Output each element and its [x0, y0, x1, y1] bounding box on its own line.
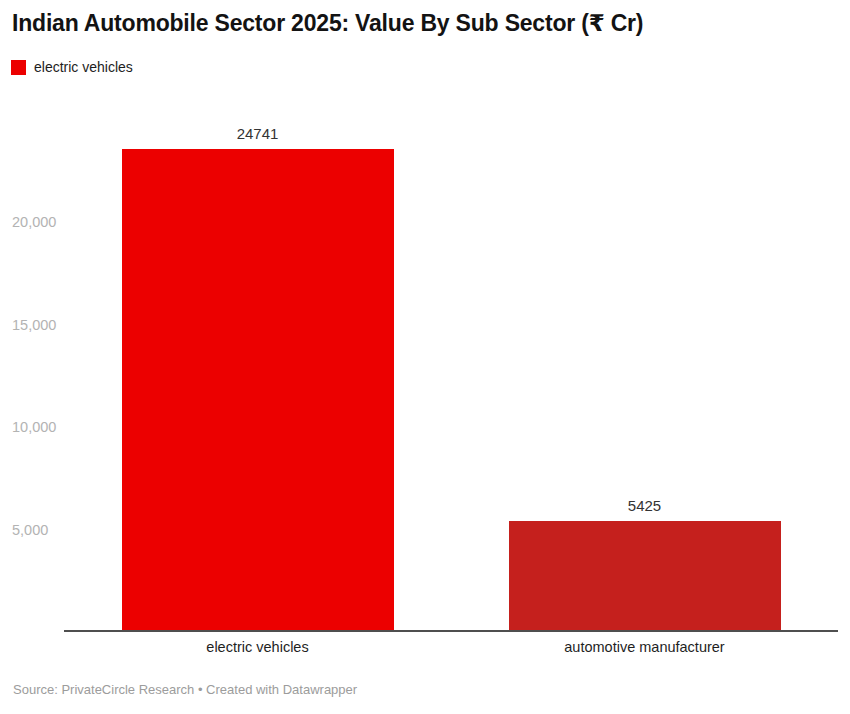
y-tick-10000: 10,000 — [12, 418, 56, 436]
x-category-label-automotive-manufacturer: automotive manufacturer — [451, 639, 838, 656]
bar-electric-vehicles[interactable] — [122, 149, 394, 632]
bar-automotive-manufacturer[interactable] — [509, 521, 781, 632]
source-attribution: Source: PrivateCircle Research • Created… — [13, 682, 357, 698]
x-axis-labels: electric vehicles automotive manufacture… — [0, 639, 850, 657]
chart-canvas: Indian Automobile Sector 2025: Value By … — [0, 0, 850, 714]
legend-swatch-electric-vehicles — [11, 60, 26, 75]
bar-value-label-electric-vehicles: 24741 — [237, 125, 279, 142]
legend: electric vehicles — [11, 59, 133, 75]
y-tick-5000: 5,000 — [12, 521, 48, 539]
y-tick-20000: 20,000 — [12, 213, 56, 231]
bar-group-electric-vehicles: 24741 — [64, 125, 451, 632]
chart-title: Indian Automobile Sector 2025: Value By … — [12, 8, 643, 38]
bar-group-automotive-manufacturer: 5425 — [451, 125, 838, 632]
bar-value-label-automotive-manufacturer: 5425 — [628, 497, 661, 514]
x-axis-line — [64, 630, 838, 632]
legend-label-electric-vehicles: electric vehicles — [34, 59, 133, 75]
x-category-label-electric-vehicles: electric vehicles — [64, 639, 451, 656]
y-tick-15000: 15,000 — [12, 316, 56, 334]
plot-area: 5,000 10,000 15,000 20,000 24741 5425 — [0, 125, 850, 632]
